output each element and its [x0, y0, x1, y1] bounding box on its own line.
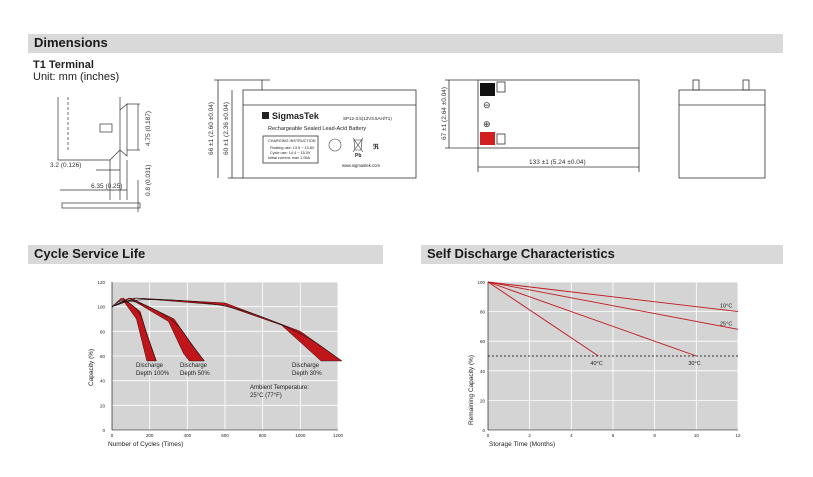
negative-terminal	[480, 83, 495, 96]
charging-title: CHARGING INSTRUCTION	[268, 139, 316, 143]
top-dim-depth: 67 ±1 (2.64 ±0.04)	[441, 87, 448, 140]
self-discharge-header: Self Discharge Characteristics	[421, 245, 783, 264]
cycle-xtick-label: 0	[111, 433, 114, 438]
sd-xtick-label: 2	[528, 433, 531, 438]
dim-height-label: 4.75 (0.187)	[145, 111, 152, 146]
battery-subtitle: Rechargeable Sealed Lead-Acid Battery	[268, 126, 366, 132]
cycle-xtick-label: 1000	[295, 433, 306, 438]
website-label: www.sigmastek.com	[342, 163, 380, 168]
cycle-ytick-label: 0	[102, 428, 105, 433]
charging-cycle: Cycle use: 14.4 ~ 15.0V	[270, 151, 311, 155]
sd-ytick-label: 20	[480, 398, 486, 403]
sd-xtick-label: 12	[735, 433, 741, 438]
sd-xtick-label: 0	[487, 433, 490, 438]
cycle-ytick-label: 20	[100, 403, 106, 408]
cycle-xtick-label: 800	[259, 433, 267, 438]
self-discharge-title: Self Discharge Characteristics	[427, 246, 615, 261]
cycle-xlabel: Number of Cycles (Times)	[108, 441, 183, 448]
dimensions-title: Dimensions	[34, 35, 108, 50]
recycle-icon	[328, 138, 342, 152]
ann-d30-line1: Discharge	[292, 363, 320, 369]
sd-line-series-0	[487, 281, 739, 313]
dim-w1-label: 3.2 (0.126)	[50, 162, 81, 169]
positive-terminal	[480, 132, 495, 145]
cycle-xtick-label: 600	[221, 433, 229, 438]
brand-logo-icon	[262, 112, 269, 119]
sd-xtick-label: 6	[612, 433, 615, 438]
sd-line-series-2	[487, 281, 697, 357]
sd-series-label: 30°C	[688, 361, 700, 367]
sd-series-label: 10°C	[720, 304, 732, 310]
top-dim-length: 133 ±1 (5.24 ±0.04)	[529, 159, 586, 166]
sd-series-label: 40°C	[590, 361, 602, 367]
ann-ambient-line1: Ambient Temperature:	[250, 385, 309, 391]
cycle-title: Cycle Service Life	[34, 246, 146, 261]
cycle-ylabel: Capacity (%)	[88, 349, 95, 386]
positive-symbol-icon: ⊕	[483, 119, 491, 129]
dim-w2-label: 6.35 (0.25)	[91, 183, 122, 190]
terminal-unit: Unit: mm (inches)	[33, 71, 120, 83]
trash-bin-icon	[352, 137, 364, 153]
cycle-bands	[111, 297, 343, 362]
terminal-title: T1 Terminal	[33, 59, 94, 71]
sd-line-series-3	[487, 281, 599, 357]
ann-ambient-line2: 25°C (77°F)	[250, 393, 282, 399]
sd-xlabel: Storage Time (Months)	[489, 441, 555, 448]
brand-name: SigmasTek	[272, 111, 320, 121]
sd-ytick-label: 60	[480, 339, 486, 344]
cycle-header: Cycle Service Life	[28, 245, 383, 264]
front-dim-inner: 60 ±1 (2.36 ±0.04)	[223, 102, 230, 155]
sd-ytick-label: 100	[477, 280, 485, 285]
model-number: SP12-3.5(12V3.5AH/T1)	[343, 116, 392, 121]
sd-ylabel: Remaining Capacity (%)	[468, 355, 475, 425]
cycle-ytick-label: 40	[100, 379, 106, 384]
cycle-curve-series-2	[111, 299, 342, 362]
sd-ytick-label: 0	[482, 428, 485, 433]
ann-d30-line2: Depth 30%	[292, 371, 322, 377]
sd-xtick-label: 10	[694, 433, 700, 438]
cycle-ytick-label: 100	[97, 305, 105, 310]
ann-d100-line2: Depth 100%	[136, 371, 170, 377]
sd-line-series-1	[487, 281, 739, 330]
cycle-ytick-label: 80	[100, 329, 106, 334]
sd-xtick-label: 8	[653, 433, 656, 438]
cycle-curve-series-0	[111, 300, 157, 362]
charging-float: Floating use: 13.5 ~ 13.8V	[270, 146, 315, 150]
ann-d50-line1: Discharge	[180, 363, 208, 369]
front-dim-outer: 66 ±1 (2.60 ±0.04)	[208, 102, 215, 155]
sd-ytick-label: 40	[480, 369, 486, 374]
charging-current: Initial current: max 1.05A	[268, 156, 310, 160]
ul-mark-icon: ℜ	[373, 143, 379, 151]
cycle-xtick-label: 400	[184, 433, 192, 438]
sd-lines	[487, 281, 739, 357]
ann-d50-line2: Depth 50%	[180, 371, 210, 377]
dimensions-header: Dimensions	[28, 34, 783, 53]
ann-d100-line1: Discharge	[136, 363, 164, 369]
cycle-xtick-label: 200	[146, 433, 154, 438]
pb-label: Pb	[355, 153, 361, 159]
cycle-xtick-label: 1200	[333, 433, 344, 438]
sd-ytick-label: 80	[480, 310, 486, 315]
dim-thick-label: 0.8 (0.031)	[145, 165, 152, 196]
cycle-curve-series-1	[111, 300, 205, 362]
sd-series-label: 25°C	[720, 321, 732, 327]
negative-symbol-icon: ⊖	[483, 100, 491, 110]
cycle-ytick-label: 120	[97, 280, 105, 285]
cycle-ytick-label: 60	[100, 354, 106, 359]
sd-xtick-label: 4	[570, 433, 573, 438]
